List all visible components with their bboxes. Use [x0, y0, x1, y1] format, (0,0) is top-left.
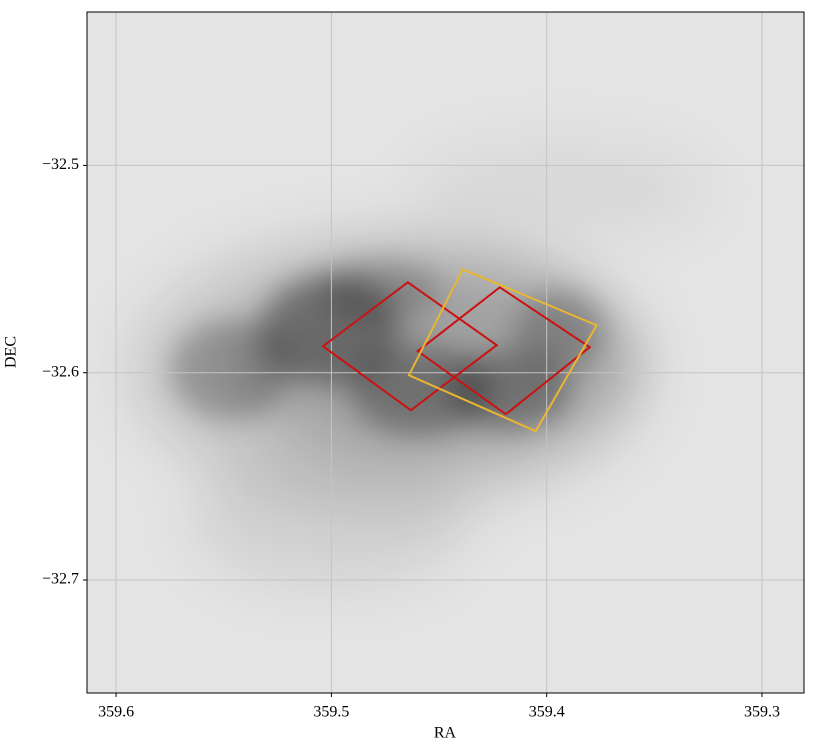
y-tick-label: −32.7: [42, 571, 79, 588]
y-tick-label: −32.6: [42, 363, 79, 380]
x-tick-label: 359.3: [744, 704, 780, 721]
footprint: [407, 267, 599, 433]
x-tick-label: 359.5: [313, 704, 349, 721]
galaxy-image: [130, 140, 710, 590]
x-axis-label: RA: [434, 725, 457, 742]
y-axis-label: DEC: [3, 336, 20, 368]
plot-frame: [86, 11, 805, 694]
x-tick-label: 359.6: [98, 704, 134, 721]
grid: [87, 12, 804, 693]
y-tick-label: −32.5: [42, 156, 79, 173]
x-tick-label: 359.4: [529, 704, 565, 721]
footprint: [321, 281, 499, 412]
footprint: [416, 286, 592, 416]
axes: 359.6 359.5 359.4 359.3 −32.5 −32.6 −32.7: [42, 156, 780, 721]
footprints: [321, 267, 599, 433]
